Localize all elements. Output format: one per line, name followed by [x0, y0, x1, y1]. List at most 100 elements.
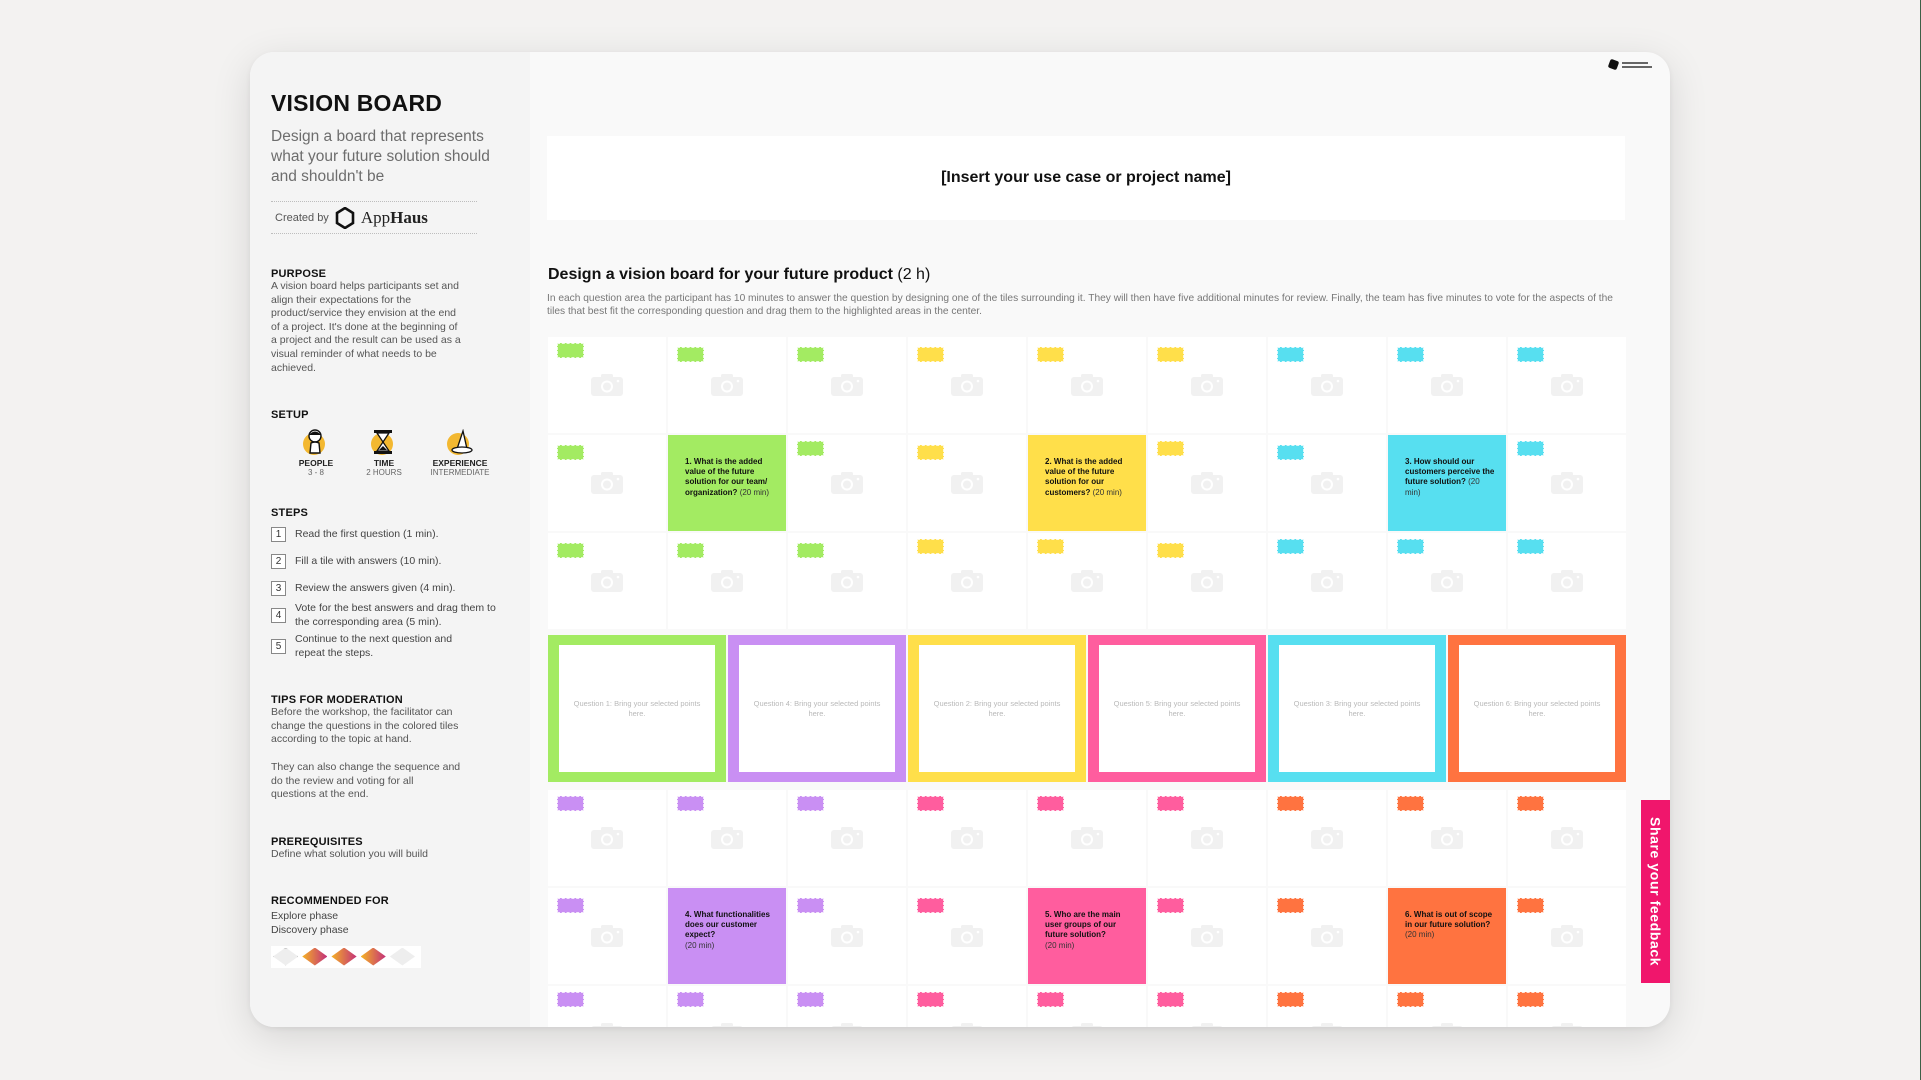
answer-tile[interactable]: [1388, 790, 1506, 886]
answer-tile[interactable]: [1508, 986, 1626, 1027]
answer-tile[interactable]: [1148, 533, 1266, 629]
answer-tile[interactable]: [1508, 790, 1626, 886]
camera-icon: [1551, 374, 1583, 396]
purpose-text: A vision board helps participants set an…: [271, 280, 461, 374]
answer-tile[interactable]: [1268, 986, 1386, 1027]
vote-area-q1[interactable]: Question 1: Bring your selected points h…: [548, 635, 726, 782]
answer-tile[interactable]: [908, 533, 1026, 629]
answer-tile[interactable]: [1388, 533, 1506, 629]
answer-tile[interactable]: [788, 435, 906, 531]
answer-tile[interactable]: [908, 790, 1026, 886]
question-tile-3[interactable]: 3. How should our customers perceive the…: [1388, 435, 1506, 531]
recommended-item: Discovery phase: [271, 923, 349, 936]
camera-icon: [1431, 374, 1463, 396]
setup-heading: SETUP: [271, 409, 309, 422]
question-tile-5[interactable]: 5. Who are the main user groups of our f…: [1028, 888, 1146, 984]
tile-row: 1. What is the added value of the future…: [548, 435, 1626, 531]
answer-tile[interactable]: [548, 435, 666, 531]
camera-icon: [711, 570, 743, 592]
answer-tile[interactable]: [1508, 533, 1626, 629]
camera-icon: [1191, 374, 1223, 396]
answer-tile[interactable]: [908, 337, 1026, 433]
answer-tile[interactable]: [1028, 337, 1146, 433]
answer-tile[interactable]: [1028, 790, 1146, 886]
camera-icon: [1191, 925, 1223, 947]
section-description: In each question area the participant ha…: [547, 293, 1613, 317]
answer-tile[interactable]: [548, 888, 666, 984]
answer-tile[interactable]: [1508, 888, 1626, 984]
phase-explore-icon: [273, 947, 299, 966]
brand-logo-icon: [1607, 58, 1620, 71]
camera-icon: [951, 827, 983, 849]
project-name-field[interactable]: [Insert your use case or project name]: [547, 136, 1625, 220]
answer-tile[interactable]: [788, 790, 906, 886]
apphaus-wordmark: AppHaus: [360, 207, 428, 227]
answer-tile[interactable]: [788, 337, 906, 433]
camera-icon: [1551, 1023, 1583, 1027]
answer-tile[interactable]: [548, 533, 666, 629]
answer-tile[interactable]: [908, 888, 1026, 984]
answer-tile[interactable]: [1268, 790, 1386, 886]
answer-tile[interactable]: [1148, 986, 1266, 1027]
answer-tile[interactable]: [1148, 337, 1266, 433]
question-tile-6[interactable]: 6. What is out of scope in our future so…: [1388, 888, 1506, 984]
question-tile-1[interactable]: 1. What is the added value of the future…: [668, 435, 786, 531]
share-feedback-button[interactable]: Share your feedback: [1641, 800, 1670, 983]
answer-tile[interactable]: [1268, 337, 1386, 433]
answer-tile[interactable]: [788, 533, 906, 629]
camera-icon: [831, 925, 863, 947]
answer-tile[interactable]: [1268, 435, 1386, 531]
prerequisites-text: Define what solution you will build: [271, 847, 429, 860]
answer-tile[interactable]: [668, 533, 786, 629]
answer-tile[interactable]: [1388, 337, 1506, 433]
answer-tile[interactable]: [908, 986, 1026, 1027]
question-tile-2[interactable]: 2. What is the added value of the future…: [1028, 435, 1146, 531]
vote-area-q6[interactable]: Question 6: Bring your selected points h…: [1448, 635, 1626, 782]
camera-icon: [951, 570, 983, 592]
camera-icon: [591, 570, 623, 592]
camera-icon: [1431, 1023, 1463, 1027]
person-icon: [303, 429, 329, 456]
answer-tile[interactable]: [1028, 533, 1146, 629]
setup-people: PEOPLE 3 - 8: [289, 429, 343, 477]
purpose-section: PURPOSE A vision board helps participant…: [271, 268, 508, 375]
camera-icon: [711, 374, 743, 396]
board-title: VISION BOARD: [271, 90, 443, 116]
question-tile-4[interactable]: 4. What functionalities does our custome…: [668, 888, 786, 984]
answer-tile[interactable]: [668, 986, 786, 1027]
tips-heading: TIPS FOR MODERATION: [271, 694, 403, 707]
steps-heading: STEPS: [271, 507, 309, 520]
answer-tile[interactable]: [1508, 337, 1626, 433]
answer-tile[interactable]: [1508, 435, 1626, 531]
answer-tile[interactable]: [1028, 986, 1146, 1027]
answer-tile[interactable]: [548, 337, 666, 433]
answer-tile[interactable]: [908, 435, 1026, 531]
answer-tile[interactable]: [1268, 533, 1386, 629]
answer-tile[interactable]: [1268, 888, 1386, 984]
vote-area-q2[interactable]: Question 2: Bring your selected points h…: [908, 635, 1086, 782]
vision-board-canvas: VISION BOARD Design a board that represe…: [250, 52, 1670, 1027]
camera-icon: [831, 1023, 863, 1027]
step-item: 2 Fill a tile with answers (10 min).: [271, 554, 508, 570]
camera-icon: [831, 570, 863, 592]
answer-tile[interactable]: [548, 790, 666, 886]
answer-tile[interactable]: [1148, 790, 1266, 886]
answer-tile[interactable]: [548, 986, 666, 1027]
answer-tile[interactable]: [1148, 888, 1266, 984]
answer-tile[interactable]: [788, 888, 906, 984]
step-item: 4 Vote for the best answers and drag them…: [271, 602, 508, 629]
answer-tile[interactable]: [668, 790, 786, 886]
board-subtitle: Design a board that represents what your…: [271, 128, 490, 185]
step-item: 3 Review the answers given (4 min).: [271, 581, 508, 597]
vote-area-q4[interactable]: Question 4: Bring your selected points h…: [728, 635, 906, 782]
instructions-sidebar: VISION BOARD Design a board that represe…: [250, 52, 530, 1027]
vote-area-q3[interactable]: Question 3: Bring your selected points h…: [1268, 635, 1446, 782]
answer-tile[interactable]: [668, 337, 786, 433]
answer-tile[interactable]: [1148, 435, 1266, 531]
hourglass-icon: [371, 429, 397, 456]
vote-area-q5[interactable]: Question 5: Bring your selected points h…: [1088, 635, 1266, 782]
answer-tile[interactable]: [1388, 986, 1506, 1027]
answer-tile[interactable]: [788, 986, 906, 1027]
tips-text-1: Before the workshop, the facilitator can…: [271, 706, 459, 746]
tile-row: [548, 790, 1626, 886]
